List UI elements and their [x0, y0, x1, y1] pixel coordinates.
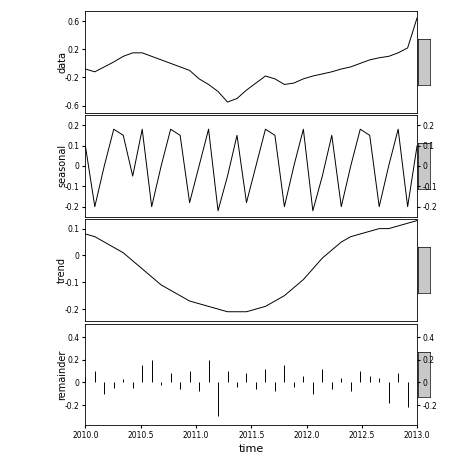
Y-axis label: data: data — [57, 51, 67, 73]
X-axis label: time: time — [238, 444, 264, 454]
Y-axis label: remainder: remainder — [57, 349, 67, 400]
Y-axis label: seasonal: seasonal — [57, 145, 67, 187]
Y-axis label: trend: trend — [57, 257, 67, 283]
